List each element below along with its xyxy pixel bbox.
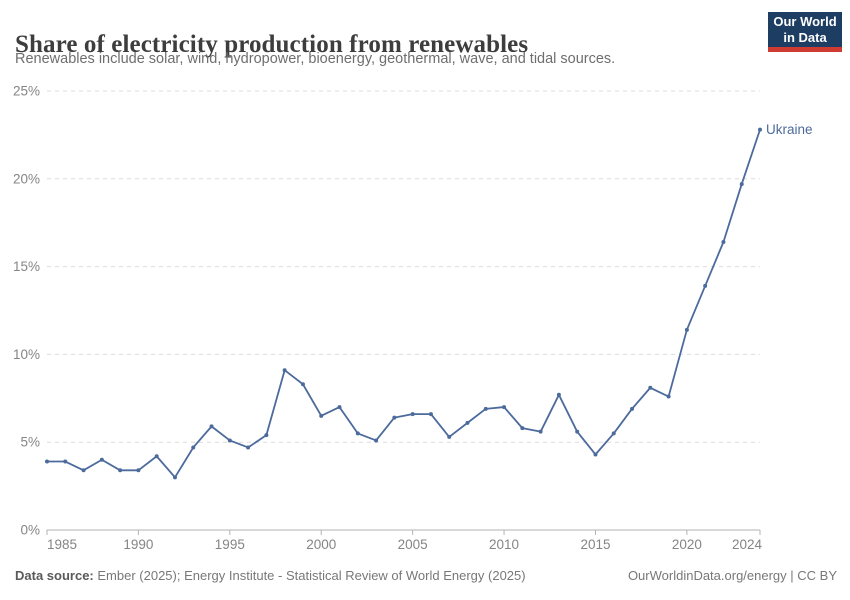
data-point-1989[interactable] xyxy=(118,468,123,473)
data-point-2014[interactable] xyxy=(575,429,580,434)
data-point-2001[interactable] xyxy=(337,405,342,410)
data-point-1988[interactable] xyxy=(99,457,104,462)
data-point-1993[interactable] xyxy=(191,445,196,450)
data-point-2024[interactable] xyxy=(758,127,762,132)
data-point-1987[interactable] xyxy=(81,468,86,473)
data-point-2010[interactable] xyxy=(502,405,507,410)
data-point-2013[interactable] xyxy=(556,392,561,397)
data-point-2005[interactable] xyxy=(410,412,415,417)
y-axis-tick-label: 20% xyxy=(13,171,40,186)
y-axis-tick-label: 10% xyxy=(13,347,40,362)
data-point-2006[interactable] xyxy=(428,412,433,417)
x-axis-tick-label: 2024 xyxy=(732,537,763,552)
y-axis-tick-label: 5% xyxy=(20,435,40,450)
x-axis-tick-label: 2005 xyxy=(398,537,428,552)
data-point-2019[interactable] xyxy=(666,394,671,399)
data-point-1996[interactable] xyxy=(246,445,251,450)
y-axis-tick-label: 0% xyxy=(20,523,40,538)
chart-subtitle: Renewables include solar, wind, hydropow… xyxy=(15,51,616,67)
data-point-1990[interactable] xyxy=(136,468,141,473)
data-point-2004[interactable] xyxy=(392,415,397,420)
data-point-2000[interactable] xyxy=(319,413,324,418)
data-point-2017[interactable] xyxy=(630,406,635,411)
data-point-2007[interactable] xyxy=(447,434,452,439)
y-axis-tick-label: 25% xyxy=(13,84,40,99)
data-point-2016[interactable] xyxy=(611,431,616,436)
data-point-1998[interactable] xyxy=(282,368,287,373)
data-point-2008[interactable] xyxy=(465,420,470,425)
data-point-1997[interactable] xyxy=(264,433,269,438)
data-source-label: Data source: xyxy=(15,568,94,583)
data-point-2023[interactable] xyxy=(739,182,744,187)
chart-line-ukraine[interactable] xyxy=(47,129,761,479)
owid-logo-line1: Our World xyxy=(773,14,837,30)
data-source-text: Ember (2025); Energy Institute - Statist… xyxy=(97,568,526,583)
owid-url-link[interactable]: OurWorldinData.org/energy | CC BY xyxy=(627,568,837,583)
data-point-2002[interactable] xyxy=(355,431,360,436)
data-point-1999[interactable] xyxy=(300,382,305,387)
x-axis-tick-label: 1985 xyxy=(47,537,77,552)
data-point-1994[interactable] xyxy=(209,424,214,429)
data-point-2011[interactable] xyxy=(520,426,525,431)
data-point-2021[interactable] xyxy=(703,283,708,288)
data-point-2022[interactable] xyxy=(721,240,726,245)
x-axis-tick-label: 2000 xyxy=(306,537,336,552)
data-point-1985[interactable] xyxy=(45,459,49,464)
x-axis-tick-label: 1995 xyxy=(215,537,245,552)
data-point-2009[interactable] xyxy=(483,406,488,411)
data-point-2018[interactable] xyxy=(648,385,653,390)
data-point-1995[interactable] xyxy=(227,438,232,443)
data-point-1986[interactable] xyxy=(63,459,68,464)
data-source-note: Data source: Ember (2025); Energy Instit… xyxy=(15,568,526,588)
page-title: Share of electricity production from ren… xyxy=(15,30,529,58)
x-axis-tick-label: 2020 xyxy=(672,537,702,552)
x-axis-tick-label: 2015 xyxy=(580,537,610,552)
data-point-1992[interactable] xyxy=(172,475,177,480)
chart-footer: Data source: Ember (2025); Energy Instit… xyxy=(15,568,837,588)
data-point-2020[interactable] xyxy=(684,327,689,332)
data-point-2015[interactable] xyxy=(593,452,598,457)
x-axis-tick-label: 1990 xyxy=(123,537,153,552)
series-label-ukraine[interactable]: Ukraine xyxy=(766,122,813,137)
data-point-1991[interactable] xyxy=(154,454,159,459)
owid-logo-line2: in Data xyxy=(783,29,827,45)
data-point-2012[interactable] xyxy=(538,429,543,434)
data-point-2003[interactable] xyxy=(374,438,379,443)
x-axis-tick-label: 2010 xyxy=(489,537,519,552)
y-axis-tick-label: 15% xyxy=(13,259,40,274)
owid-logo[interactable]: Our World in Data xyxy=(768,12,842,52)
